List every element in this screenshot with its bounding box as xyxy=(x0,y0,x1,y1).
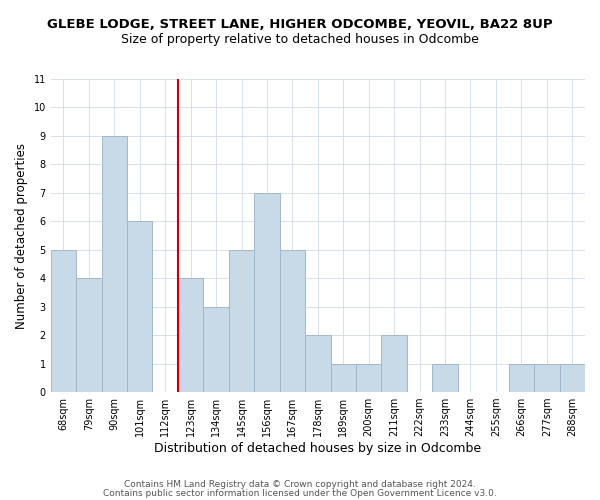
Bar xyxy=(203,306,229,392)
Bar xyxy=(76,278,101,392)
Bar xyxy=(50,250,76,392)
Bar xyxy=(254,193,280,392)
Bar xyxy=(509,364,534,392)
Text: Size of property relative to detached houses in Odcombe: Size of property relative to detached ho… xyxy=(121,32,479,46)
Bar xyxy=(178,278,203,392)
Text: GLEBE LODGE, STREET LANE, HIGHER ODCOMBE, YEOVIL, BA22 8UP: GLEBE LODGE, STREET LANE, HIGHER ODCOMBE… xyxy=(47,18,553,30)
Text: Contains public sector information licensed under the Open Government Licence v3: Contains public sector information licen… xyxy=(103,489,497,498)
Bar xyxy=(331,364,356,392)
Bar xyxy=(433,364,458,392)
X-axis label: Distribution of detached houses by size in Odcombe: Distribution of detached houses by size … xyxy=(154,442,481,455)
Text: Contains HM Land Registry data © Crown copyright and database right 2024.: Contains HM Land Registry data © Crown c… xyxy=(124,480,476,489)
Bar xyxy=(356,364,382,392)
Y-axis label: Number of detached properties: Number of detached properties xyxy=(15,142,28,328)
Bar xyxy=(560,364,585,392)
Bar xyxy=(534,364,560,392)
Bar xyxy=(127,222,152,392)
Bar xyxy=(280,250,305,392)
Bar xyxy=(305,335,331,392)
Bar xyxy=(229,250,254,392)
Bar xyxy=(382,335,407,392)
Bar xyxy=(101,136,127,392)
